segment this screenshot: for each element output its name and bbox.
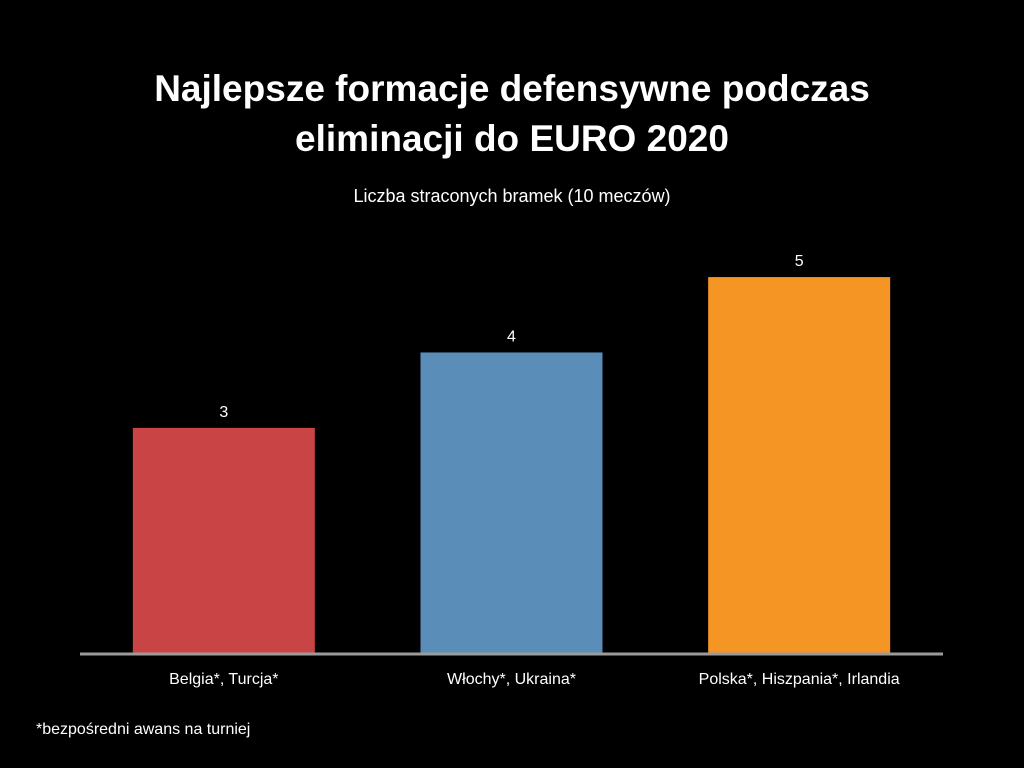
- data-label-2: 4: [507, 328, 516, 345]
- bars-group: [132, 277, 891, 654]
- category-label-3: Polska*, Hiszpania*, Irlandia: [699, 671, 900, 688]
- category-label-1: Belgia*, Turcja*: [169, 671, 278, 688]
- data-label-3: 5: [795, 253, 804, 270]
- chart-title: Najlepsze formacje defensywne podczas el…: [0, 64, 1024, 164]
- data-label-1: 3: [219, 404, 228, 421]
- chart-title-line-2: eliminacji do EURO 2020: [295, 118, 729, 159]
- bar-1: [132, 427, 315, 654]
- category-label-2: Włochy*, Ukraina*: [447, 671, 576, 688]
- footnote: *bezpośredni awans na turniej: [36, 721, 251, 738]
- chart-subtitle: Liczba straconych bramek (10 meczów): [353, 186, 671, 206]
- bar-3: [708, 277, 891, 654]
- category-labels-group: Belgia*, Turcja* Włochy*, Ukraina* Polska*…: [169, 671, 900, 688]
- bar-2: [420, 352, 603, 654]
- value-labels-group: 3 4 5: [219, 253, 803, 421]
- chart-title-line-1: Najlepsze formacje defensywne podczas: [154, 68, 870, 109]
